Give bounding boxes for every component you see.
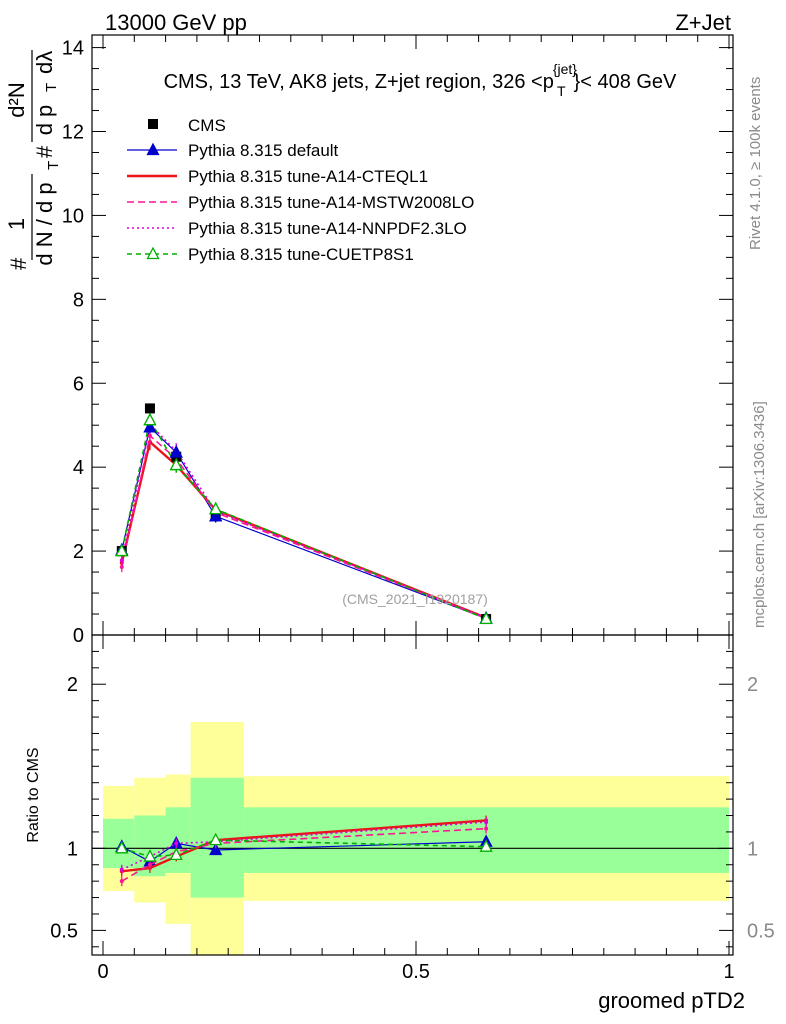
main-series-marker-front [143, 419, 157, 433]
analysis-id-watermark: (CMS_2021_I1920187) [342, 591, 488, 607]
main-series-dot [147, 433, 152, 438]
legend-marker-0 [146, 142, 160, 156]
ratio-series-marker [479, 839, 493, 852]
legend: CMS Pythia 8.315 default Pythia 8.315 tune… [127, 116, 474, 264]
chart-title-sub: T [557, 83, 566, 99]
y-label-denominator: d N / d p [32, 182, 57, 265]
main-series-dot [119, 558, 124, 563]
y-label-lambda: dλ [32, 51, 57, 74]
ratio-y-tick-label-right: 2 [747, 674, 758, 696]
main-y-tick-label: 4 [73, 457, 84, 479]
chart-title-post: }< 408 GeV [574, 71, 678, 93]
ratio-frame [91, 634, 734, 956]
main-x-ticks [102, 35, 730, 635]
y-label-right-denominator: d p [32, 105, 57, 136]
x-tick-label: 0.5 [402, 961, 430, 983]
main-panel: 0 2 4 6 8 10 12 14 CMS, 13 TeV, AK8 jets, Z+jet… [62, 34, 734, 647]
header-left-text: 13000 GeV pp [105, 10, 247, 35]
ratio-series [115, 815, 493, 887]
main-y-tick-label: 2 [73, 541, 84, 563]
ratio-y-axis: 0.5 0.5 1 1 2 2 [50, 650, 775, 948]
main-series-marker-front [209, 508, 223, 522]
chart-title-sup: {jet} [553, 61, 577, 77]
main-y-tick-label: 10 [62, 205, 84, 227]
chart-title: CMS, 13 TeV, AK8 jets, Z+jet region, 326… [164, 61, 677, 99]
ratio-uncertainty-bands [92, 721, 733, 955]
data-point [144, 403, 155, 414]
x-axis-label: groomed pTD2 [598, 988, 745, 1013]
chart-title-pre: CMS, 13 TeV, AK8 jets, Z+jet region, 326… [164, 71, 554, 93]
green-band-bin-0 [103, 818, 135, 869]
legend-label-0: Pythia 8.315 default [188, 141, 339, 160]
main-y-tick-label: 0 [73, 625, 84, 647]
ratio-panel: 0.5 0.51 12 2 0 0.5 1 [50, 634, 775, 983]
ratio-y-axis-label: Ratio to CMS [25, 747, 42, 842]
ratio-series-dot [174, 841, 179, 846]
header-right-text: Z+Jet [675, 10, 731, 35]
main-series-marker-front [209, 501, 223, 515]
main-series-marker-front [169, 445, 183, 458]
main-y-axis: 0 2 4 6 8 10 12 14 [62, 38, 733, 647]
y-label-sub-t: T [45, 161, 62, 170]
main-series-marker-front [115, 543, 129, 557]
legend-cms-label: CMS [188, 116, 226, 135]
ratio-series-dot [119, 879, 124, 884]
ratio-series-dot [484, 820, 489, 825]
main-data-points [115, 403, 493, 625]
ratio-series-dot [119, 867, 124, 872]
ratio-y-tick-label: 0.5 [50, 920, 78, 942]
main-y-tick-label: 8 [73, 289, 84, 311]
main-y-tick-label: 14 [62, 38, 84, 60]
main-series-dot [119, 565, 124, 570]
main-y-tick-label: 6 [73, 373, 84, 395]
ratio-series-marker [115, 840, 129, 854]
y-label-hash-2: # [32, 145, 57, 158]
ratio-y-tick-label: 1 [67, 838, 78, 860]
y-label-right-numerator: d²N [4, 82, 29, 117]
ratio-series-dot [147, 862, 152, 867]
ratio-y-tick-label-right: 1 [747, 838, 758, 860]
x-tick-label: 0 [97, 961, 108, 983]
ratio-y-tick-label-right: 0.5 [747, 920, 775, 942]
legend-marker-4 [146, 246, 160, 260]
mcplots-label: mcplots.cern.ch [arXiv:1306.3436] [751, 401, 768, 628]
y-label-numerator: 1 [4, 218, 29, 230]
main-y-tick-label: 12 [62, 122, 84, 144]
ratio-series-marker [209, 842, 223, 856]
x-axis: 0 0.5 1 [97, 635, 735, 983]
legend-cms-marker [148, 119, 158, 129]
main-series-marker-front [479, 611, 493, 624]
legend-label-1: Pythia 8.315 tune-A14-CTEQL1 [188, 167, 428, 186]
y-label-hash: # [6, 257, 31, 270]
legend-label-3: Pythia 8.315 tune-A14-NNPDF2.3LO [188, 219, 467, 238]
main-y-axis-label: # 1 d N / d p T # d²N d p T dλ [4, 50, 62, 270]
main-series-marker-front [169, 457, 183, 471]
ratio-series-marker [209, 832, 223, 846]
rivet-version-label: Rivet 4.1.0, ≥ 100k events [747, 77, 764, 250]
y-label-sub-t-2: T [43, 83, 60, 92]
main-series-marker-front [143, 412, 157, 426]
ratio-y-tick-label: 2 [67, 674, 78, 696]
ratio-series-marker [169, 847, 183, 861]
x-tick-label: 1 [723, 961, 734, 983]
ratio-series-dot [484, 826, 489, 831]
ratio-series-marker [143, 849, 157, 862]
legend-label-4: Pythia 8.315 tune-CUETP8S1 [188, 245, 414, 264]
main-series-line-4 [120, 417, 487, 620]
legend-label-2: Pythia 8.315 tune-A14-MSTW2008LO [188, 193, 474, 212]
